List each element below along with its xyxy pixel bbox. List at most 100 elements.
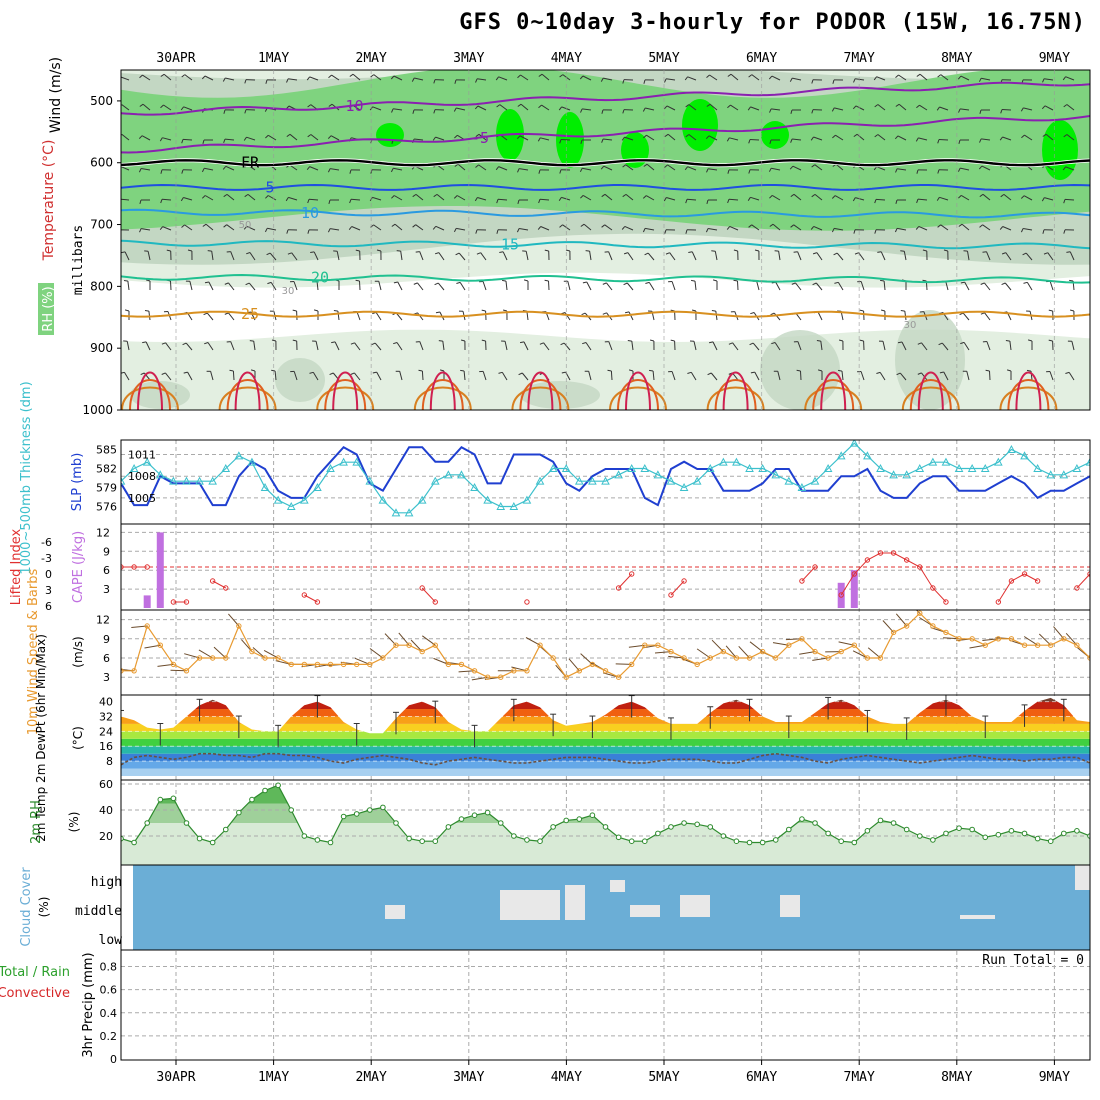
wind-barb	[643, 163, 648, 167]
wind-barb	[727, 199, 730, 204]
wind-barb	[121, 134, 130, 141]
wind-speed-point	[524, 668, 530, 674]
isotherm-15	[121, 239, 1090, 250]
wind-barb	[625, 164, 634, 171]
li-line	[840, 552, 947, 603]
temp-tick-label: 8	[106, 755, 113, 768]
wind-barb	[664, 164, 668, 168]
wind-barb	[989, 370, 991, 381]
thickness-point	[221, 463, 231, 472]
rh2m-point	[1034, 835, 1041, 842]
wind-barb	[161, 342, 166, 345]
thickness-point	[391, 508, 401, 517]
wind-barb	[600, 165, 605, 170]
wind-barb	[774, 342, 781, 351]
wind-barb	[726, 226, 731, 230]
wind-barb	[604, 193, 613, 201]
wind-speed-point	[445, 661, 452, 668]
wind-speed-point	[419, 648, 425, 655]
precip-legend-convective: Convective	[0, 986, 70, 1001]
wind-barb	[460, 339, 466, 342]
wind-barb	[145, 279, 151, 282]
wind-barb	[1068, 372, 1075, 381]
wind-barb	[603, 165, 613, 171]
wind-barb	[856, 133, 865, 141]
rh2m-point	[445, 824, 452, 830]
precip-tick-label: 0.8	[100, 961, 118, 974]
rh2m-point	[157, 796, 164, 803]
wind-barb	[180, 106, 185, 111]
wind-barb	[986, 341, 991, 351]
thickness-point	[561, 463, 571, 472]
wind-barb	[138, 168, 142, 173]
wind-barb	[960, 341, 965, 345]
wind-barb	[474, 105, 479, 110]
wind-barb	[118, 77, 120, 80]
wind-barb	[936, 106, 940, 111]
surface-isotherm	[722, 371, 749, 410]
wind-barb	[306, 76, 311, 81]
wind-barb	[160, 104, 164, 109]
cape-tick-label: 12	[96, 526, 110, 539]
wind-barb	[772, 223, 781, 231]
precip-axis-label: 3hr Precip (mm)	[81, 952, 96, 1057]
wind-speed-point	[484, 674, 491, 680]
rh2m-point	[366, 807, 373, 813]
wind-barb	[665, 252, 670, 255]
wind-barb	[1044, 105, 1054, 111]
wind-barb	[1069, 309, 1075, 312]
wind-barb	[666, 78, 676, 81]
wind-barb	[543, 342, 550, 351]
wind-barb	[984, 282, 991, 291]
wind-barb	[496, 229, 499, 234]
wind-barb	[832, 134, 836, 139]
wind-barb	[877, 251, 882, 253]
thickness-point	[574, 476, 584, 485]
wind-barb	[222, 165, 227, 170]
rh2m-point	[314, 837, 321, 843]
wind-barb	[834, 195, 844, 201]
li-point	[943, 599, 949, 605]
date-label-top: 1MAY	[258, 51, 289, 66]
wind-barb	[791, 282, 796, 285]
upper-air-panel: -10 -5 FR 5 10 15 20 25 50 30 30	[118, 70, 1090, 410]
wind-barb	[814, 164, 823, 171]
wind-barb	[769, 139, 772, 144]
wind-barb	[706, 168, 709, 173]
wind-barb	[247, 194, 256, 201]
wind-barb	[1000, 193, 1005, 198]
rh2m-point	[825, 830, 831, 837]
date-label-bottom: 9MAY	[1039, 1070, 1070, 1085]
wind-barb	[810, 136, 814, 141]
wind-barb	[544, 279, 549, 282]
li-point	[1087, 571, 1090, 577]
wind-barb	[770, 312, 775, 316]
wind-barb	[917, 372, 922, 375]
wind-barb	[436, 194, 445, 201]
wind-barb	[516, 228, 520, 233]
wind-speed-point	[340, 661, 347, 668]
wind-barb	[709, 74, 718, 81]
wind-barb	[750, 106, 760, 111]
wind-barb	[413, 282, 418, 285]
wind-barb	[811, 164, 816, 168]
thickness-tick-label: 579	[96, 482, 117, 495]
wind-barb	[374, 342, 382, 351]
isotherm-FR	[121, 159, 1090, 167]
wind-barb	[286, 133, 291, 138]
temp-band	[121, 723, 1090, 732]
wind-barb	[1045, 133, 1054, 141]
wind-barb	[714, 251, 718, 261]
wind-barb	[564, 312, 571, 321]
wind-barb	[147, 251, 151, 261]
wind-barb	[517, 74, 521, 79]
wind-barb	[622, 109, 625, 114]
wind-barb	[203, 312, 208, 316]
wind-barb	[376, 371, 382, 381]
wind-barb	[538, 73, 543, 77]
wind-barb	[643, 79, 646, 84]
cloud-cover-gap	[610, 880, 625, 892]
rh2m-point	[236, 809, 242, 816]
wind-barb	[1048, 309, 1053, 312]
wind-barb	[286, 78, 289, 83]
